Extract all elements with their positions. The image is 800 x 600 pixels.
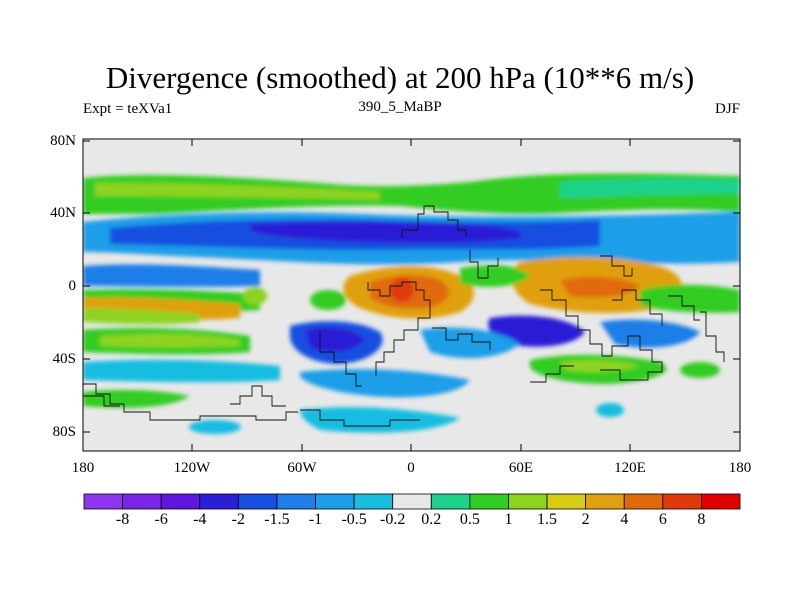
lat-label-80s: 80S xyxy=(52,424,76,440)
field-layer xyxy=(83,173,740,434)
colorbar-label: -2 xyxy=(231,511,245,528)
colorbar-label: 8 xyxy=(697,511,706,528)
colorbar-label: -0.5 xyxy=(341,511,367,528)
colorbar-label: 0.5 xyxy=(459,511,480,528)
colorbar-box xyxy=(430,493,471,510)
colorbar-box xyxy=(199,493,239,510)
colorbar-box xyxy=(276,493,316,510)
lon-label-180e: 180 xyxy=(728,460,752,476)
colorbar-label: 0.2 xyxy=(421,511,442,528)
lon-label-60e: 60E xyxy=(508,460,534,476)
lon-label-120w: 120W xyxy=(173,460,211,476)
colorbar-label: -4 xyxy=(193,511,207,528)
experiment-label: Expt = teXVa1 xyxy=(83,101,173,117)
colorbar-box xyxy=(237,493,278,510)
lat-label-0: 0 xyxy=(68,278,77,294)
colorbar-label: 1.5 xyxy=(537,511,558,528)
colorbar-box xyxy=(122,493,162,510)
colorbar-box xyxy=(160,493,201,510)
colorbar-box xyxy=(546,493,587,510)
lat-label-40s: 40S xyxy=(52,351,76,367)
colorbar-box xyxy=(83,493,123,510)
lat-label-40n: 40N xyxy=(50,205,76,221)
colorbar-label: -8 xyxy=(115,511,130,528)
axis-ticks xyxy=(83,139,740,451)
lon-label-60w: 60W xyxy=(287,460,317,476)
lon-label-120e: 120E xyxy=(614,460,646,476)
colorbar-label: 6 xyxy=(658,511,667,528)
colorbar-label: -1 xyxy=(308,511,323,528)
colorbar-label: 4 xyxy=(620,511,629,528)
season-label: DJF xyxy=(714,101,740,117)
coastline-layer xyxy=(83,205,725,427)
colorbar-box xyxy=(585,493,625,510)
colorbar-box xyxy=(392,493,432,510)
colorbar-box xyxy=(701,493,741,510)
colorbar-box xyxy=(662,493,702,510)
colorbar-label: -6 xyxy=(154,511,168,528)
map-title: Divergence (smoothed) at 200 hPa (10**6 … xyxy=(105,60,695,95)
lon-label-0: 0 xyxy=(407,460,415,476)
colorbar-label: -0.2 xyxy=(380,511,406,528)
lon-label-180w: 180 xyxy=(71,460,95,476)
lat-label-80n: 80N xyxy=(50,133,76,149)
colorbar-box xyxy=(623,493,664,510)
colorbar-box xyxy=(469,493,509,510)
colorbar-label: 2 xyxy=(581,511,590,528)
colorbar-box xyxy=(353,493,394,510)
run-label: 390_5_MaBP xyxy=(358,99,442,115)
colorbar-label: 1 xyxy=(504,511,513,528)
colorbar-box xyxy=(315,493,355,510)
colorbar-box xyxy=(508,493,548,510)
colorbar-label: -1.5 xyxy=(264,511,290,528)
